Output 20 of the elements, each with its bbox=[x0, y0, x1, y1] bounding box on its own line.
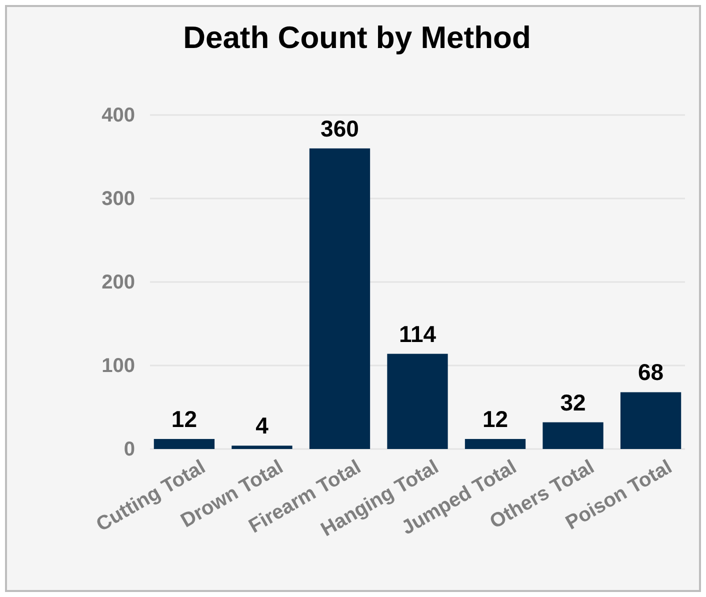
data-label: 114 bbox=[398, 320, 436, 347]
y-tick-label: 200 bbox=[102, 271, 135, 294]
data-label: 32 bbox=[560, 389, 586, 416]
chart-title: Death Count by Method bbox=[183, 20, 531, 55]
data-label: 4 bbox=[256, 412, 269, 439]
data-label: 68 bbox=[638, 359, 664, 386]
data-label: 12 bbox=[171, 406, 198, 432]
bar bbox=[620, 392, 682, 449]
bar bbox=[542, 422, 604, 449]
bar bbox=[387, 354, 448, 449]
bar bbox=[464, 438, 526, 449]
bar bbox=[309, 148, 370, 449]
y-tick-label: 400 bbox=[102, 104, 135, 126]
data-label: 12 bbox=[482, 406, 508, 432]
y-tick-label: 300 bbox=[102, 188, 135, 210]
y-tick-label: 100 bbox=[102, 354, 135, 377]
data-label: 360 bbox=[320, 115, 359, 142]
bar bbox=[232, 446, 292, 449]
y-tick-label: 0 bbox=[124, 438, 135, 460]
bar bbox=[154, 438, 215, 449]
